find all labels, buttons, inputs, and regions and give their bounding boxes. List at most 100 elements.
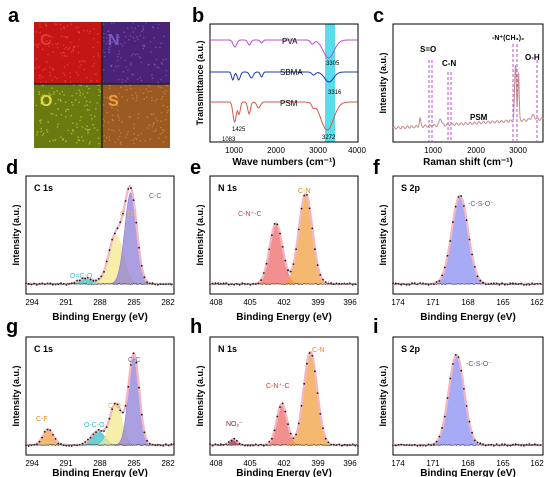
xps-raw-point (300, 404, 303, 407)
xps-raw-point (116, 227, 119, 230)
edx-speckle (107, 43, 110, 45)
xps-x-axis-label: Binding Energy (eV) (420, 468, 516, 477)
xps-raw-point (103, 271, 105, 273)
edx-speckle (77, 139, 80, 141)
edx-speckle (102, 118, 104, 121)
edx-speckle (40, 130, 42, 133)
panel-letter-f: f (373, 157, 380, 179)
edx-speckle (35, 104, 38, 107)
edx-speckle (39, 26, 41, 28)
xps-xtick-4: 396 (343, 298, 357, 307)
edx-speckle (56, 47, 59, 49)
edx-speckle (36, 45, 38, 47)
xps-raw-point (295, 433, 297, 436)
edx-speckle (51, 36, 53, 38)
edx-speckle (63, 94, 65, 96)
xps-raw-point (111, 238, 113, 241)
edx-speckle (38, 43, 40, 45)
edx-speckle (131, 27, 133, 29)
xps-raw-point (81, 442, 84, 445)
edx-speckle (132, 22, 134, 24)
edx-speckle (152, 27, 154, 29)
xps-raw-point (433, 443, 435, 446)
xps-core-label: N 1s (218, 344, 237, 354)
edx-speckle (67, 48, 69, 51)
xps-raw-point (43, 430, 46, 433)
ftir-xtick-1000: 1000 (225, 146, 243, 155)
xps-raw-point (357, 445, 359, 447)
edx-speckle (93, 37, 95, 40)
edx-speckle (86, 125, 88, 127)
xps-raw-point (119, 409, 122, 412)
edx-speckle (86, 109, 89, 111)
edx-speckle (84, 128, 87, 130)
edx-speckle (132, 73, 134, 76)
edx-speckle (40, 103, 42, 105)
edx-speckle (139, 34, 141, 37)
xps-raw-point (465, 219, 468, 222)
edx-speckle (159, 46, 161, 49)
xps-raw-point (214, 282, 217, 285)
edx-speckle (133, 137, 136, 140)
xps-xtick-0: 294 (25, 298, 39, 307)
xps-raw-point (236, 439, 238, 442)
xps-raw-point (95, 431, 97, 433)
edx-map-grid: C N O S (34, 22, 170, 148)
edx-speckle (41, 48, 44, 51)
edx-speckle (41, 36, 44, 39)
edx-speckle (111, 129, 113, 131)
edx-speckle (49, 66, 51, 68)
xps-x-axis-label: Binding Energy (eV) (420, 312, 516, 323)
xps-raw-point (427, 284, 430, 286)
edx-speckle (89, 30, 92, 33)
xps-raw-point (222, 282, 225, 285)
edx-speckle (123, 31, 125, 33)
xps-raw-point (151, 282, 154, 284)
xps-xtick-4: 396 (343, 459, 357, 468)
edx-speckle (75, 92, 78, 95)
edx-speckle (156, 66, 158, 68)
edx-map-texture (34, 22, 169, 145)
edx-speckle (148, 124, 151, 126)
xps-x-axis-label: Binding Energy (eV) (52, 312, 148, 323)
edx-speckle (70, 132, 73, 135)
xps-raw-point (97, 428, 100, 431)
edx-speckle (142, 27, 145, 30)
xps-frame (392, 175, 544, 295)
edx-speckle (159, 133, 161, 135)
edx-speckle (118, 129, 120, 131)
edx-speckle (118, 50, 121, 52)
edx-speckle (61, 55, 64, 57)
edx-speckle (63, 44, 65, 47)
xps-raw-point (148, 442, 151, 445)
edx-speckle (46, 61, 48, 63)
edx-speckle (107, 121, 110, 124)
edx-speckle (110, 45, 112, 47)
xps-peak-label-cf: C-F (36, 416, 48, 423)
edx-speckle (155, 117, 157, 120)
xps-raw-point (460, 195, 463, 197)
edx-speckle (151, 97, 153, 99)
edx-speckle (111, 98, 113, 100)
edx-speckle (86, 104, 89, 106)
edx-speckle (114, 141, 116, 144)
edx-speckle (92, 123, 94, 126)
edx-speckle (155, 58, 158, 61)
xps-raw-point (105, 260, 108, 263)
xps-raw-point (268, 248, 271, 251)
edx-speckle (58, 92, 61, 95)
edx-speckle (56, 77, 58, 80)
xps-raw-point (306, 362, 308, 365)
edx-speckle (88, 143, 91, 145)
panel-letter-d: d (6, 157, 18, 179)
edx-speckle (72, 130, 74, 132)
xps-raw-point (135, 221, 138, 224)
edx-speckle (167, 84, 169, 87)
xps-xtick-1: 171 (426, 459, 440, 468)
xps-raw-point (319, 413, 322, 415)
edx-speckle (51, 43, 54, 45)
xps-raw-point (92, 279, 95, 282)
edx-speckle (121, 78, 124, 81)
edx-speckle (108, 139, 111, 141)
edx-speckle (150, 90, 152, 92)
